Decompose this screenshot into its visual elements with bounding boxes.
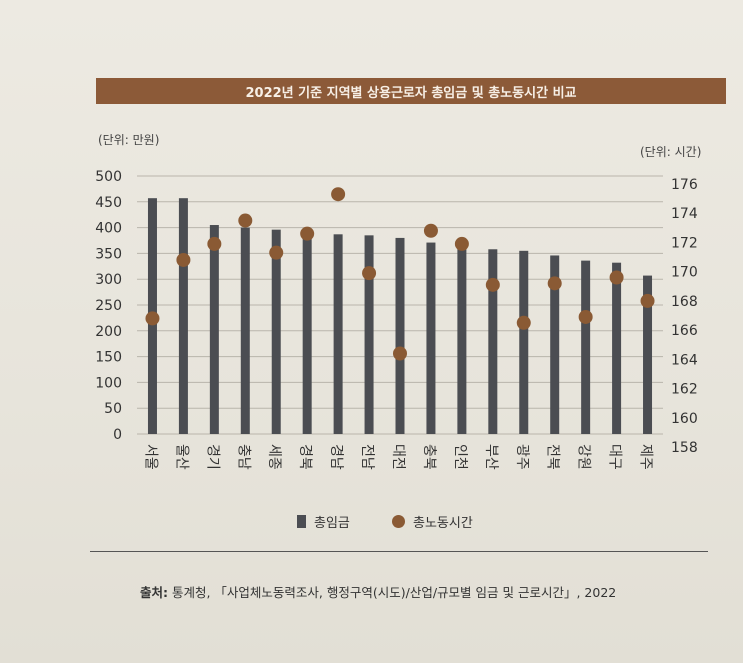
right-tick-label: 158 <box>671 440 698 456</box>
category-label: 경북 <box>297 444 313 470</box>
point <box>547 276 562 291</box>
point <box>454 236 469 251</box>
bar <box>209 225 219 434</box>
right-tick-label: 176 <box>671 177 698 193</box>
right-tick-label: 172 <box>671 235 698 251</box>
bar <box>612 262 622 434</box>
bar <box>519 250 529 434</box>
bar <box>550 255 560 434</box>
left-tick-label: 50 <box>104 401 122 417</box>
category-label: 대전 <box>390 444 406 470</box>
category-label: 충북 <box>421 444 437 470</box>
category-label: 울산 <box>173 444 189 470</box>
legend-dot-label: 총노동시간 <box>413 516 473 531</box>
bar <box>240 227 250 434</box>
category-label: 광주 <box>514 444 530 470</box>
left-tick-label: 450 <box>95 195 122 211</box>
category-label: 경기 <box>204 444 220 470</box>
right-unit-label: (단위: 시간) <box>640 145 702 159</box>
dot-swatch-icon <box>392 515 405 528</box>
right-tick-label: 168 <box>671 294 698 310</box>
category-label: 전남 <box>359 444 375 470</box>
right-tick-label: 174 <box>671 206 698 222</box>
bar <box>333 234 343 434</box>
category-label: 강원 <box>576 444 592 470</box>
point <box>176 252 191 267</box>
bar-swatch-icon <box>297 515 306 528</box>
category-label: 대구 <box>607 444 623 470</box>
bar <box>426 242 436 434</box>
legend: 총임금 총노동시간 <box>0 512 743 536</box>
combo-chart: 0 50 100 150 200 250 300 350 400 450 500 158 160 162 1… <box>95 169 698 470</box>
left-tick-label: 250 <box>95 298 122 314</box>
point <box>145 311 160 326</box>
bar <box>488 249 498 434</box>
left-tick-label: 350 <box>95 246 122 262</box>
bar <box>178 198 188 434</box>
bar <box>581 260 591 434</box>
left-tick-label: 150 <box>95 350 122 366</box>
legend-item-bar: 총임금 <box>297 512 350 531</box>
category-label: 서울 <box>142 444 158 470</box>
point <box>578 309 593 324</box>
category-label: 충남 <box>235 444 251 470</box>
point <box>362 266 377 281</box>
category-label: 경남 <box>328 444 344 470</box>
category-label: 부산 <box>483 444 499 470</box>
point <box>300 226 315 241</box>
point <box>640 293 655 308</box>
bar <box>395 237 405 434</box>
legend-bar-label: 총임금 <box>314 516 350 531</box>
left-tick-label: 500 <box>95 169 122 185</box>
point <box>269 245 284 260</box>
point <box>609 270 624 285</box>
point <box>207 236 222 251</box>
bar <box>457 246 467 434</box>
chart-title: 2022년 기준 지역별 상용근로자 총임금 및 총노동시간 비교 <box>96 78 726 104</box>
left-tick-label: 200 <box>95 324 122 340</box>
point <box>331 187 346 202</box>
point <box>423 223 438 238</box>
bar <box>643 275 653 434</box>
left-unit-label: (단위: 만원) <box>98 133 160 147</box>
point <box>238 213 253 228</box>
bar <box>364 235 374 434</box>
category-label: 전북 <box>545 444 561 470</box>
category-label: 제주 <box>638 444 654 470</box>
point <box>516 315 531 330</box>
right-tick-label: 162 <box>671 382 698 398</box>
bar <box>302 233 312 434</box>
left-tick-label: 100 <box>95 375 122 391</box>
category-label: 인천 <box>452 444 468 470</box>
bar <box>271 229 281 434</box>
left-tick-label: 300 <box>95 272 122 288</box>
source-text: 통계청, 「사업체노동력조사, 행정구역(시도)/산업/규모별 임금 및 근로시… <box>171 585 617 600</box>
right-tick-label: 160 <box>671 411 698 427</box>
source-note: 출처: 통계청, 「사업체노동력조사, 행정구역(시도)/산업/규모별 임금 및… <box>140 582 616 601</box>
point <box>485 277 500 292</box>
right-tick-label: 164 <box>671 352 698 368</box>
left-tick-label: 0 <box>113 427 122 443</box>
legend-item-dot: 총노동시간 <box>392 512 473 531</box>
right-tick-label: 170 <box>671 265 698 281</box>
left-tick-label: 400 <box>95 221 122 237</box>
point <box>393 346 407 361</box>
divider <box>90 551 708 552</box>
category-label: 세종 <box>266 444 282 470</box>
right-tick-label: 166 <box>671 323 698 339</box>
source-label: 출처: <box>140 585 168 600</box>
